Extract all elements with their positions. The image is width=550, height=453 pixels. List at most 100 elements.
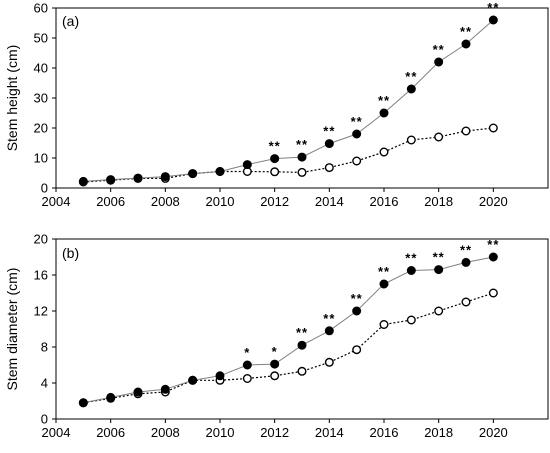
data-point-filled bbox=[106, 175, 116, 185]
plot-frame bbox=[55, 238, 549, 420]
y-tick-label: 12 bbox=[34, 304, 48, 319]
data-point-open bbox=[270, 371, 280, 381]
data-point-open bbox=[434, 132, 444, 142]
y-tick-label: 50 bbox=[34, 31, 48, 46]
significance-marker: ** bbox=[487, 0, 499, 15]
x-tick-label: 2004 bbox=[42, 194, 71, 209]
data-point-filled bbox=[133, 173, 143, 183]
y-axis-title: Stem diameter (cm) bbox=[4, 268, 20, 391]
significance-marker: ** bbox=[323, 311, 335, 326]
x-tick-label: 2008 bbox=[151, 194, 180, 209]
x-tick-label: 2016 bbox=[370, 425, 399, 440]
series-line-0 bbox=[83, 256, 494, 404]
significance-marker: ** bbox=[460, 242, 472, 257]
data-point-open bbox=[488, 288, 498, 298]
significance-marker: * bbox=[244, 345, 250, 360]
y-tick-label: 8 bbox=[41, 340, 48, 355]
data-point-filled bbox=[434, 57, 444, 67]
data-point-filled bbox=[406, 84, 416, 94]
data-point-filled bbox=[160, 172, 170, 182]
y-tick-label: 0 bbox=[41, 181, 48, 196]
y-tick-label: 10 bbox=[34, 151, 48, 166]
significance-marker: ** bbox=[433, 250, 445, 265]
data-point-filled bbox=[324, 326, 334, 336]
significance-marker: ** bbox=[378, 93, 390, 108]
data-point-open bbox=[352, 345, 362, 355]
y-tick-label: 0 bbox=[41, 412, 48, 427]
significance-marker: ** bbox=[487, 237, 499, 252]
x-tick-label: 2012 bbox=[260, 194, 289, 209]
data-point-filled bbox=[270, 154, 280, 164]
x-tick-label: 2014 bbox=[315, 194, 344, 209]
data-point-filled bbox=[297, 340, 307, 350]
data-point-open bbox=[297, 366, 307, 376]
x-tick-label: 2012 bbox=[260, 425, 289, 440]
data-point-filled bbox=[78, 398, 88, 408]
y-tick-label: 20 bbox=[34, 121, 48, 136]
x-tick-label: 2016 bbox=[370, 194, 399, 209]
significance-marker: ** bbox=[460, 24, 472, 39]
data-point-filled bbox=[379, 108, 389, 118]
series-line-1 bbox=[83, 292, 494, 404]
y-tick-label: 20 bbox=[34, 232, 48, 247]
data-point-open bbox=[379, 147, 389, 157]
data-point-open bbox=[270, 167, 280, 177]
data-point-open bbox=[324, 163, 334, 173]
data-point-open bbox=[434, 306, 444, 316]
data-point-filled bbox=[379, 279, 389, 289]
data-point-filled bbox=[297, 152, 307, 162]
data-point-filled bbox=[133, 387, 143, 397]
data-point-open bbox=[379, 320, 389, 330]
y-tick-label: 30 bbox=[34, 91, 48, 106]
data-point-filled bbox=[215, 371, 225, 381]
y-axis-title: Stem height (cm) bbox=[4, 45, 20, 152]
significance-marker: ** bbox=[296, 325, 308, 340]
data-point-filled bbox=[488, 15, 498, 25]
data-point-open bbox=[406, 135, 416, 145]
data-point-open bbox=[324, 357, 334, 367]
data-point-filled bbox=[352, 306, 362, 316]
significance-marker: ** bbox=[296, 137, 308, 152]
series-line-1 bbox=[83, 127, 494, 183]
panel-label: (a) bbox=[62, 13, 79, 29]
data-point-filled bbox=[352, 129, 362, 139]
data-point-filled bbox=[242, 160, 252, 170]
x-tick-label: 2020 bbox=[479, 194, 508, 209]
significance-marker: ** bbox=[351, 291, 363, 306]
data-point-filled bbox=[242, 360, 252, 370]
significance-marker: ** bbox=[405, 69, 417, 84]
data-point-filled bbox=[215, 166, 225, 176]
data-point-filled bbox=[188, 375, 198, 385]
data-point-open bbox=[406, 315, 416, 325]
data-point-filled bbox=[270, 359, 280, 369]
data-point-open bbox=[242, 374, 252, 384]
significance-marker: ** bbox=[269, 139, 281, 154]
x-tick-label: 2006 bbox=[96, 425, 125, 440]
data-point-filled bbox=[78, 176, 88, 186]
y-tick-label: 60 bbox=[34, 1, 48, 16]
data-point-open bbox=[461, 297, 471, 307]
x-tick-label: 2018 bbox=[424, 425, 453, 440]
data-point-filled bbox=[461, 257, 471, 267]
x-tick-label: 2020 bbox=[479, 425, 508, 440]
significance-marker: ** bbox=[323, 124, 335, 139]
data-point-filled bbox=[324, 139, 334, 149]
data-point-open bbox=[297, 167, 307, 177]
data-point-filled bbox=[488, 252, 498, 262]
data-point-open bbox=[488, 123, 498, 133]
y-tick-label: 40 bbox=[34, 61, 48, 76]
data-point-filled bbox=[160, 384, 170, 394]
x-tick-label: 2004 bbox=[42, 425, 71, 440]
y-tick-label: 16 bbox=[34, 268, 48, 283]
significance-marker: ** bbox=[405, 251, 417, 266]
series-line-0 bbox=[83, 19, 494, 182]
significance-marker: ** bbox=[351, 114, 363, 129]
x-tick-label: 2018 bbox=[424, 194, 453, 209]
data-point-filled bbox=[461, 39, 471, 49]
data-point-filled bbox=[188, 169, 198, 179]
significance-marker: * bbox=[272, 344, 278, 359]
x-tick-label: 2006 bbox=[96, 194, 125, 209]
x-tick-label: 2014 bbox=[315, 425, 344, 440]
